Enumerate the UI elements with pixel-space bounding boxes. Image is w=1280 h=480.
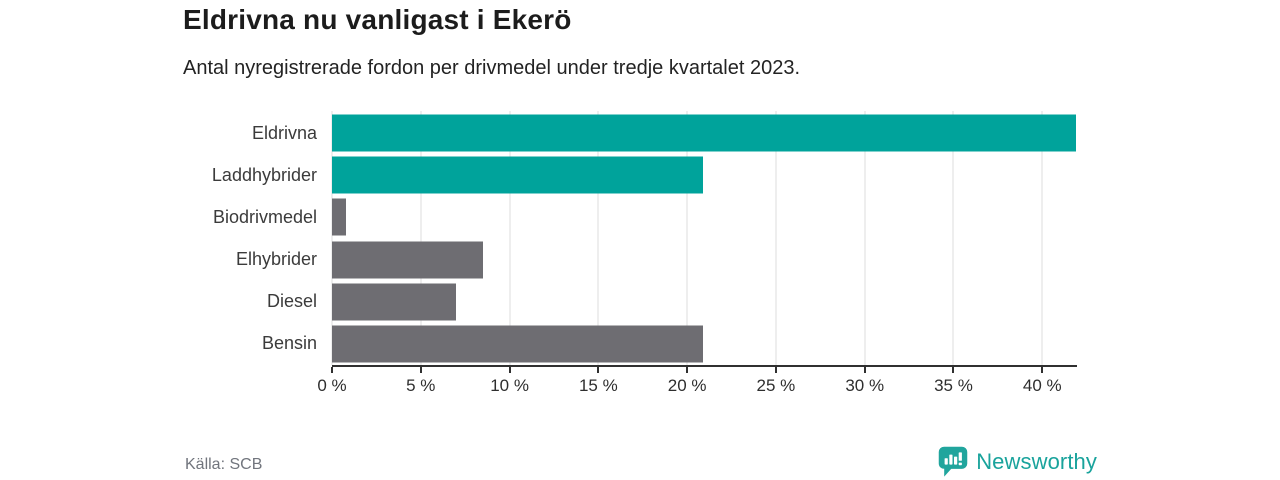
x-tick bbox=[952, 367, 955, 373]
bar-row: Elhybrider bbox=[0, 238, 1076, 280]
bar-row: Bensin bbox=[0, 323, 1076, 365]
gridline bbox=[597, 111, 599, 365]
gridline bbox=[952, 111, 954, 365]
page-subtitle: Antal nyregistrerade fordon per drivmede… bbox=[183, 57, 801, 79]
bar-rows: Eldrivna Laddhybrider Biodrivmedel Elhybrid… bbox=[0, 112, 1076, 365]
category-label: Elhybrider bbox=[235, 249, 317, 270]
bar-row: Biodrivmedel bbox=[0, 196, 1076, 238]
x-tick bbox=[863, 367, 866, 373]
bar-track bbox=[332, 112, 1076, 154]
gridline bbox=[686, 111, 688, 365]
brand-logo: Newsworthy bbox=[938, 446, 1097, 478]
bar-row: Laddhybrider bbox=[0, 154, 1076, 196]
newsworthy-pin-bar-chart-icon bbox=[938, 446, 968, 478]
x-tick-label: 25 % bbox=[756, 376, 796, 395]
bar-track bbox=[332, 154, 1076, 196]
x-tick-label: 5 % bbox=[406, 376, 436, 395]
bar-track bbox=[332, 281, 1076, 323]
gridline bbox=[420, 111, 422, 365]
gridline bbox=[1041, 111, 1043, 365]
x-tick-label: 20 % bbox=[667, 376, 707, 395]
bar-elhybrider bbox=[332, 241, 483, 279]
bar-laddhybrider bbox=[332, 156, 704, 194]
x-tick-label: 10 % bbox=[490, 376, 529, 395]
x-axis-line bbox=[332, 365, 1077, 367]
x-tick bbox=[508, 367, 511, 373]
category-label: Diesel bbox=[266, 291, 317, 312]
x-tick-label: 40 % bbox=[1022, 376, 1062, 395]
gridline bbox=[864, 111, 866, 365]
page-title: Eldrivna nu vanligast i Ekerö bbox=[183, 4, 572, 35]
source-note: Källa: SCB bbox=[185, 456, 263, 473]
bar-diesel bbox=[332, 283, 457, 321]
bar-bensin bbox=[332, 325, 704, 363]
x-tick bbox=[419, 367, 422, 373]
brand-name: Newsworthy bbox=[976, 449, 1097, 474]
x-tick bbox=[1041, 367, 1044, 373]
bar-track bbox=[332, 196, 1076, 238]
bar-track bbox=[332, 323, 1076, 365]
x-tick-label: 35 % bbox=[934, 376, 973, 395]
x-tick bbox=[331, 367, 333, 373]
bar-row: Diesel bbox=[0, 281, 1076, 323]
category-label: Laddhybrider bbox=[211, 164, 317, 185]
bar-track bbox=[332, 238, 1076, 280]
category-label: Bensin bbox=[261, 333, 317, 354]
x-tick-label: 30 % bbox=[845, 376, 885, 395]
bar-biodrivmedel bbox=[332, 198, 347, 236]
category-label: Biodrivmedel bbox=[212, 206, 317, 227]
gridline bbox=[509, 111, 511, 365]
bar-row: Eldrivna bbox=[0, 112, 1076, 154]
x-tick bbox=[686, 367, 689, 373]
x-tick bbox=[597, 367, 600, 373]
gridline bbox=[775, 111, 777, 365]
category-label: Eldrivna bbox=[251, 122, 317, 143]
x-tick-label: 15 % bbox=[578, 376, 618, 395]
gridline bbox=[331, 111, 333, 365]
x-axis-ticks: 0 % 5 % 10 % 15 % 20 % 25 % 30 % 35 % 40 % bbox=[317, 367, 1076, 407]
bar-eldrivna bbox=[332, 114, 1076, 152]
x-tick bbox=[774, 367, 777, 373]
gridlines bbox=[331, 111, 1076, 365]
x-tick-label: 0 % bbox=[317, 376, 347, 395]
